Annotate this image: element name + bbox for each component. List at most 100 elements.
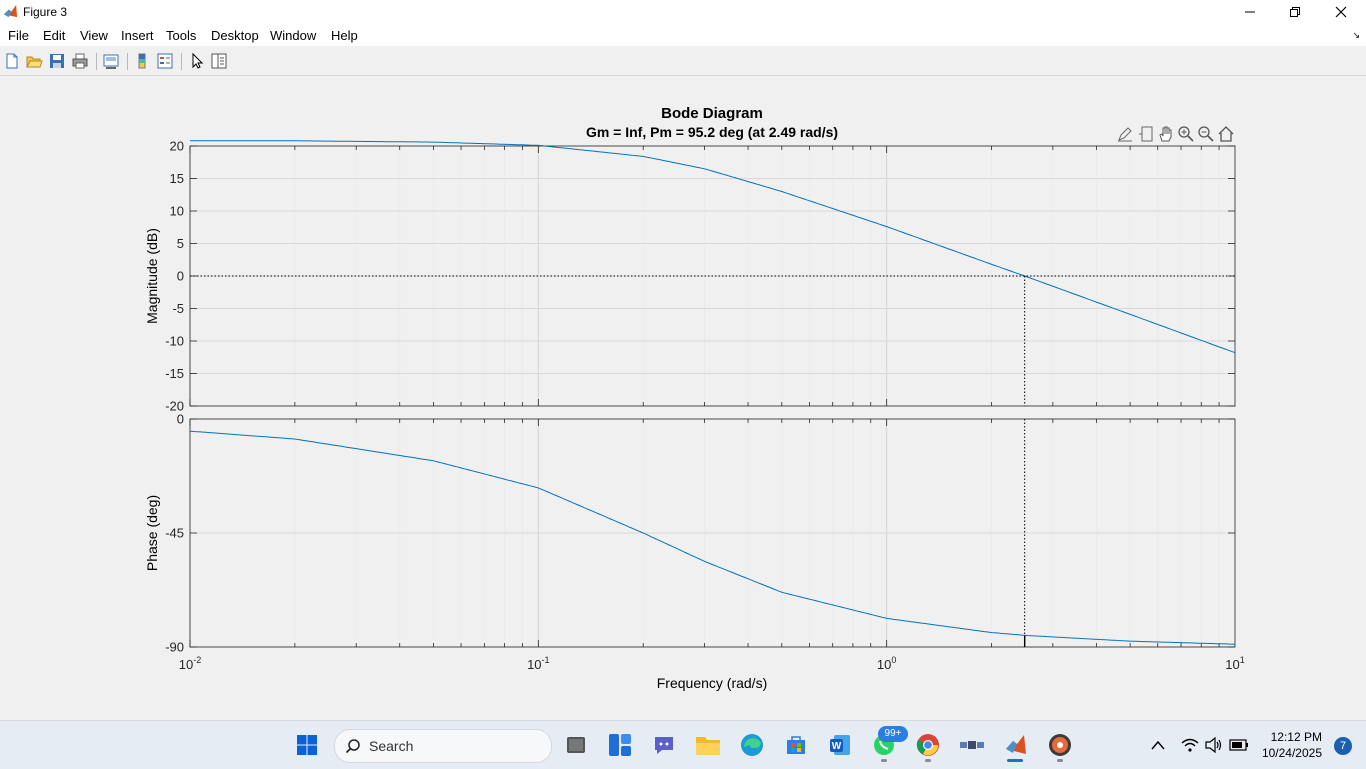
phase-y-label: Phase (deg)	[144, 495, 160, 571]
matlab-icon	[3, 4, 18, 18]
edge-icon	[741, 734, 763, 756]
toolbar-separator	[96, 53, 97, 70]
wifi-icon[interactable]	[1181, 738, 1199, 752]
phase-curve[interactable]	[189, 430, 1236, 645]
toolbar-separator	[127, 53, 128, 70]
magnitude-tick-label: -15	[165, 366, 184, 381]
windows-taskbar: Search W 12:12 PM 10/24/2025 7	[0, 720, 1366, 769]
matlab-icon	[1006, 735, 1026, 754]
menu-edit[interactable]: Edit	[43, 28, 66, 43]
svg-text:W: W	[832, 741, 842, 752]
x-tick-label: 10-2	[179, 655, 201, 672]
pointer-icon[interactable]	[188, 52, 206, 70]
matlab-button[interactable]	[1000, 729, 1032, 761]
minimize-icon	[1245, 11, 1255, 13]
app-button[interactable]	[956, 729, 988, 761]
magnitude-tick-label: 15	[170, 171, 184, 186]
teams-chat-button[interactable]	[648, 729, 680, 761]
phase-tick-label: -45	[165, 526, 184, 541]
volume-icon[interactable]	[1205, 737, 1223, 753]
phase-tick-label: -90	[165, 640, 184, 655]
active-indicator	[1007, 759, 1023, 762]
magnitude-tick-label: -20	[165, 399, 184, 414]
toolbar-separator	[181, 53, 182, 70]
start-button[interactable]	[291, 729, 323, 761]
plot-title: Bode Diagram	[661, 105, 763, 122]
chevron-up-icon	[1151, 740, 1165, 750]
restore-button[interactable]	[1272, 0, 1318, 24]
notification-count[interactable]: 7	[1334, 737, 1352, 755]
system-clock[interactable]: 12:12 PM 10/24/2025	[1262, 729, 1322, 761]
widgets-button[interactable]	[604, 729, 636, 761]
window-title: Figure 3	[23, 5, 68, 19]
chrome-button[interactable]	[912, 729, 944, 761]
folder-icon	[696, 737, 720, 755]
open-file-icon[interactable]	[25, 52, 43, 70]
legend-icon[interactable]	[156, 52, 174, 70]
media-app-button[interactable]	[1044, 729, 1076, 761]
phase-tick-label: 0	[177, 412, 184, 427]
menu-tools[interactable]: Tools	[166, 28, 197, 43]
link-plot-icon[interactable]	[102, 52, 120, 70]
running-indicator	[925, 759, 931, 762]
magnitude-tick-label: -10	[165, 334, 184, 349]
menu-bar: File Edit View Insert Tools Desktop Wind…	[0, 24, 1366, 46]
store-button[interactable]	[780, 729, 812, 761]
print-icon[interactable]	[71, 52, 89, 70]
battery-icon[interactable]	[1229, 738, 1249, 752]
property-inspector-icon[interactable]	[210, 52, 228, 70]
file-explorer-button[interactable]	[692, 729, 724, 761]
magnitude-tick-label: 5	[177, 236, 184, 251]
x-tick-label: 100	[877, 655, 896, 672]
figure-canvas	[0, 76, 1366, 720]
data-tips-icon[interactable]	[1137, 125, 1155, 143]
store-icon	[787, 736, 805, 754]
menu-help[interactable]: Help	[331, 28, 358, 43]
dock-arrow-icon[interactable]: ↘	[1352, 30, 1360, 40]
zoom-in-icon[interactable]	[1177, 125, 1195, 143]
zoom-out-icon[interactable]	[1197, 125, 1215, 143]
x-axis-label: Frequency (rad/s)	[657, 675, 767, 691]
minimize-button[interactable]	[1227, 0, 1273, 24]
save-icon[interactable]	[48, 52, 66, 70]
word-button[interactable]: W	[824, 729, 856, 761]
home-icon[interactable]	[1217, 125, 1235, 143]
show-hidden-icons-button[interactable]	[1144, 729, 1172, 761]
brush-icon[interactable]	[1116, 125, 1134, 143]
disc-icon	[1049, 734, 1071, 756]
restore-icon	[1290, 7, 1300, 17]
plot-subtitle: Gm = Inf, Pm = 95.2 deg (at 2.49 rad/s)	[586, 124, 838, 140]
colorbar-icon[interactable]	[133, 52, 151, 70]
running-indicator	[1057, 759, 1063, 762]
figure-toolbar	[0, 48, 1366, 76]
magnitude-curve[interactable]	[190, 140, 1236, 354]
x-tick-label: 10-1	[527, 655, 549, 672]
magnitude-y-label: Magnitude (dB)	[144, 228, 160, 324]
edge-button[interactable]	[736, 729, 768, 761]
task-view-icon	[567, 737, 585, 753]
search-icon	[345, 739, 360, 754]
magnitude-tick-label: 0	[177, 269, 184, 284]
whatsapp-badge: 99+	[878, 726, 908, 742]
chat-icon	[655, 737, 673, 754]
running-indicator	[881, 759, 887, 762]
windows-logo-icon	[297, 735, 317, 755]
menu-window[interactable]: Window	[270, 28, 317, 43]
close-icon	[1335, 6, 1347, 18]
close-button[interactable]	[1318, 0, 1364, 24]
menu-view[interactable]: View	[80, 28, 108, 43]
menu-desktop[interactable]: Desktop	[211, 28, 259, 43]
new-figure-icon[interactable]	[3, 52, 21, 70]
satellite-icon	[960, 741, 984, 749]
pan-icon[interactable]	[1157, 125, 1175, 143]
magnitude-tick-label: 20	[170, 139, 184, 154]
task-view-button[interactable]	[560, 729, 592, 761]
menu-insert[interactable]: Insert	[121, 28, 154, 43]
magnitude-tick-label: -5	[172, 301, 184, 316]
menu-file[interactable]: File	[8, 28, 29, 43]
search-label: Search	[369, 738, 414, 754]
window-titlebar: Figure 3	[0, 0, 1366, 24]
taskbar-search[interactable]: Search	[334, 729, 552, 763]
